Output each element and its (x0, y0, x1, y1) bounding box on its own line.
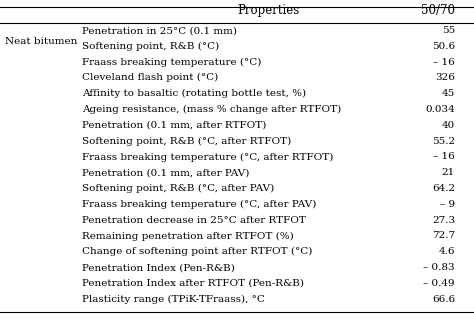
Text: Softening point, R&B (°C, after PAV): Softening point, R&B (°C, after PAV) (82, 184, 274, 193)
Text: Ageing resistance, (mass % change after RTFOT): Ageing resistance, (mass % change after … (82, 105, 341, 114)
Text: 55.2: 55.2 (432, 137, 455, 146)
Text: 45: 45 (442, 89, 455, 98)
Text: 66.6: 66.6 (432, 295, 455, 304)
Text: 27.3: 27.3 (432, 215, 455, 225)
Text: Remaining penetration after RTFOT (%): Remaining penetration after RTFOT (%) (82, 232, 294, 240)
Text: Cleveland flash point (°C): Cleveland flash point (°C) (82, 73, 218, 82)
Text: Penetration Index (Pen-R&B): Penetration Index (Pen-R&B) (82, 263, 235, 272)
Text: – 0.83: – 0.83 (423, 263, 455, 272)
Text: – 16: – 16 (433, 58, 455, 67)
Text: 50/70: 50/70 (421, 4, 455, 17)
Text: Plasticity range (TPiK-TFraass), °C: Plasticity range (TPiK-TFraass), °C (82, 295, 265, 304)
Text: 72.7: 72.7 (432, 232, 455, 240)
Text: Softening point, R&B (°C, after RTFOT): Softening point, R&B (°C, after RTFOT) (82, 137, 291, 146)
Text: Affinity to basaltic (rotating bottle test, %): Affinity to basaltic (rotating bottle te… (82, 89, 306, 98)
Text: Penetration Index after RTFOT (Pen-R&B): Penetration Index after RTFOT (Pen-R&B) (82, 279, 304, 288)
Text: 40: 40 (442, 121, 455, 130)
Text: Fraass breaking temperature (°C, after RTFOT): Fraass breaking temperature (°C, after R… (82, 152, 333, 162)
Text: 4.6: 4.6 (438, 247, 455, 256)
Text: – 0.49: – 0.49 (423, 279, 455, 288)
Text: 21: 21 (442, 168, 455, 177)
Text: Softening point, R&B (°C): Softening point, R&B (°C) (82, 42, 219, 51)
Text: Penetration decrease in 25°C after RTFOT: Penetration decrease in 25°C after RTFOT (82, 215, 306, 225)
Text: – 16: – 16 (433, 152, 455, 162)
Text: Fraass breaking temperature (°C): Fraass breaking temperature (°C) (82, 58, 261, 67)
Text: Fraass breaking temperature (°C, after PAV): Fraass breaking temperature (°C, after P… (82, 200, 316, 209)
Text: 55: 55 (442, 26, 455, 35)
Text: Penetration in 25°C (0.1 mm): Penetration in 25°C (0.1 mm) (82, 26, 237, 35)
Text: 64.2: 64.2 (432, 184, 455, 193)
Text: Neat bitumen: Neat bitumen (5, 37, 77, 46)
Text: Change of softening point after RTFOT (°C): Change of softening point after RTFOT (°… (82, 247, 312, 256)
Text: 326: 326 (435, 74, 455, 82)
Text: Penetration (0.1 mm, after RTFOT): Penetration (0.1 mm, after RTFOT) (82, 121, 266, 130)
Text: 0.034: 0.034 (425, 105, 455, 114)
Text: 50.6: 50.6 (432, 42, 455, 51)
Text: – 9: – 9 (440, 200, 455, 209)
Text: Penetration (0.1 mm, after PAV): Penetration (0.1 mm, after PAV) (82, 168, 249, 177)
Text: Properties: Properties (237, 4, 300, 17)
